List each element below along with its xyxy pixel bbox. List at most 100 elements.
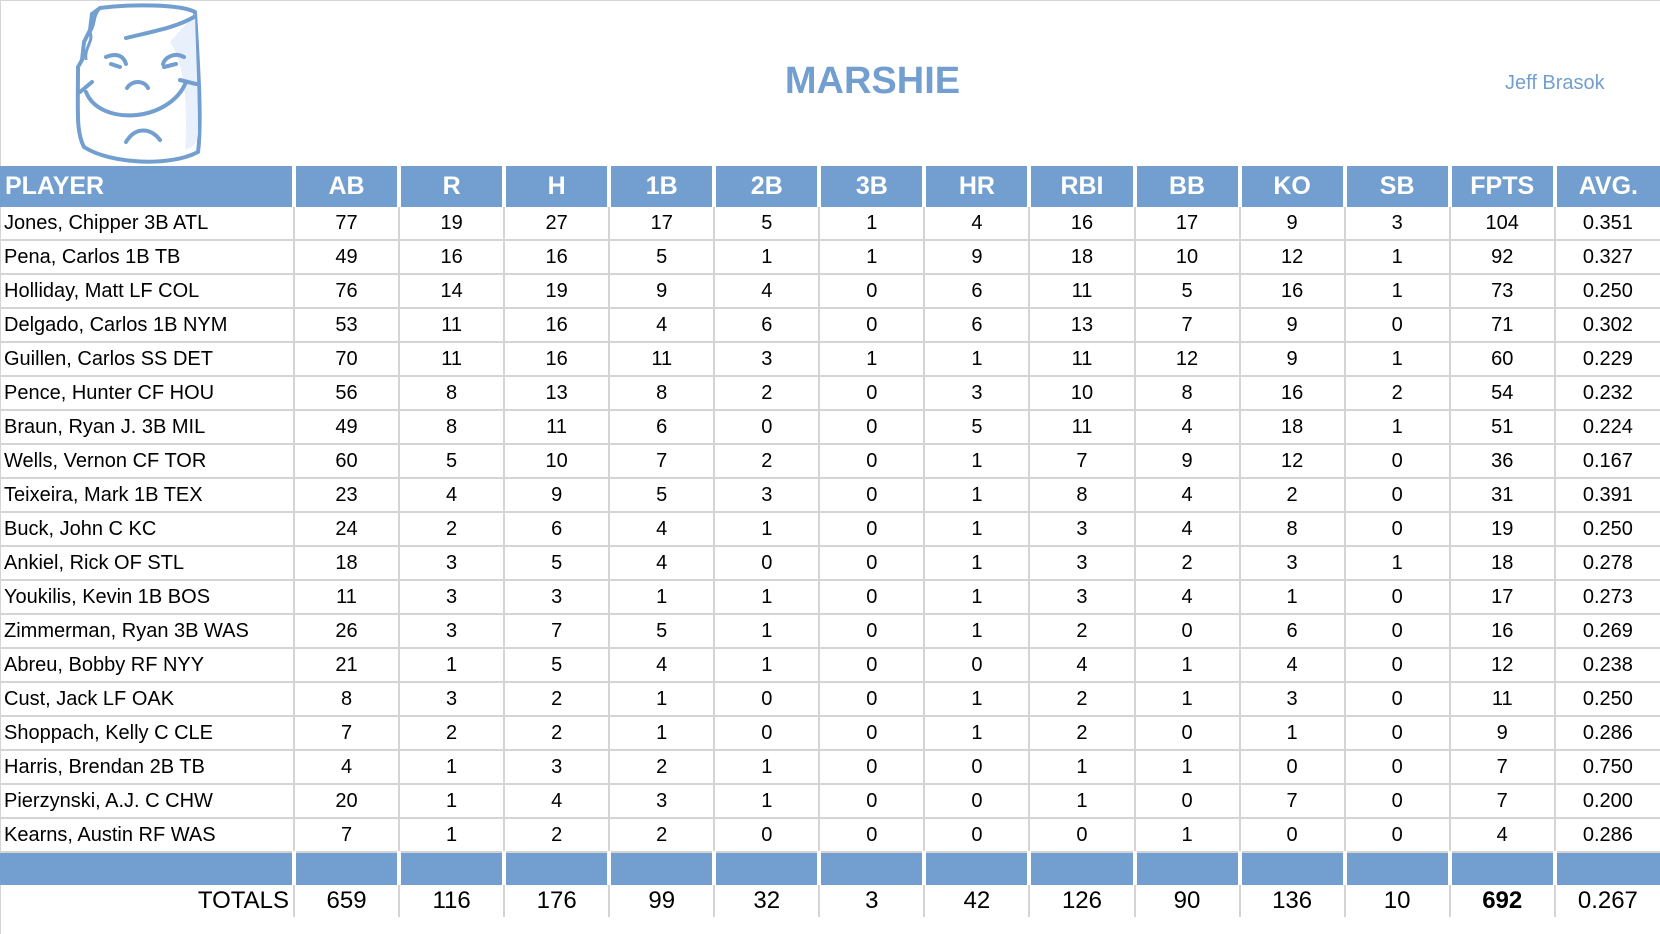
- stat-cell[interactable]: 0: [819, 512, 926, 547]
- total-cell[interactable]: 659: [294, 885, 401, 917]
- stat-cell[interactable]: 7: [294, 716, 401, 751]
- stat-cell[interactable]: 0: [1344, 682, 1451, 717]
- stat-cell[interactable]: 0: [819, 818, 926, 853]
- stat-cell[interactable]: 10: [504, 444, 611, 479]
- player-name-cell[interactable]: Wells, Vernon CF TOR: [0, 444, 295, 479]
- stat-cell[interactable]: 1: [1344, 410, 1451, 445]
- stat-cell[interactable]: 36: [1449, 444, 1556, 479]
- stat-cell[interactable]: 0: [714, 818, 821, 853]
- stat-cell[interactable]: 0: [1344, 308, 1451, 343]
- stat-cell[interactable]: 0.200: [1554, 784, 1660, 819]
- column-header-bb[interactable]: BB: [1134, 166, 1242, 207]
- stat-cell[interactable]: 2: [1029, 682, 1136, 717]
- stat-cell[interactable]: 4: [1134, 580, 1241, 615]
- stat-cell[interactable]: 3: [1239, 682, 1346, 717]
- stat-cell[interactable]: 0.238: [1554, 648, 1660, 683]
- stat-cell[interactable]: 5: [714, 207, 821, 241]
- stat-cell[interactable]: 2: [609, 818, 716, 853]
- stat-cell[interactable]: 71: [1449, 308, 1556, 343]
- player-name-cell[interactable]: Cust, Jack LF OAK: [0, 682, 295, 717]
- stat-cell[interactable]: 0: [819, 750, 926, 785]
- stat-cell[interactable]: 11: [1029, 342, 1136, 377]
- stat-cell[interactable]: 6: [609, 410, 716, 445]
- stat-cell[interactable]: 0: [924, 818, 1031, 853]
- stat-cell[interactable]: 5: [504, 648, 611, 683]
- stat-cell[interactable]: 1: [714, 784, 821, 819]
- stat-cell[interactable]: 3: [1029, 546, 1136, 581]
- stat-cell[interactable]: 2: [1344, 376, 1451, 411]
- stat-cell[interactable]: 4: [504, 784, 611, 819]
- total-cell[interactable]: 32: [714, 885, 821, 917]
- stat-cell[interactable]: 3: [714, 478, 821, 513]
- stat-cell[interactable]: 19: [504, 274, 611, 309]
- stat-cell[interactable]: 1: [1344, 546, 1451, 581]
- total-cell[interactable]: 0.267: [1577, 887, 1638, 914]
- stat-cell[interactable]: 19: [1449, 512, 1556, 547]
- stat-cell[interactable]: 23: [294, 478, 401, 513]
- stat-cell[interactable]: 7: [1239, 784, 1346, 819]
- stat-cell[interactable]: 1: [714, 648, 821, 683]
- stat-cell[interactable]: 1: [714, 614, 821, 649]
- stat-cell[interactable]: 0: [1134, 716, 1241, 751]
- stat-cell[interactable]: 7: [294, 818, 401, 853]
- player-name-cell[interactable]: Shoppach, Kelly C CLE: [0, 716, 295, 751]
- stat-cell[interactable]: 1: [714, 580, 821, 615]
- stat-cell[interactable]: 7: [1449, 784, 1556, 819]
- stat-cell[interactable]: 0: [819, 648, 926, 683]
- stat-cell[interactable]: 0: [924, 784, 1031, 819]
- player-name-cell[interactable]: Ankiel, Rick OF STL: [0, 546, 295, 581]
- stat-cell[interactable]: 2: [504, 682, 611, 717]
- stat-cell[interactable]: 3: [609, 784, 716, 819]
- stat-cell[interactable]: 0: [924, 750, 1031, 785]
- stat-cell[interactable]: 0: [714, 410, 821, 445]
- stat-cell[interactable]: 0: [819, 410, 926, 445]
- player-name-cell[interactable]: Zimmerman, Ryan 3B WAS: [0, 614, 295, 649]
- stat-cell[interactable]: 11: [504, 410, 611, 445]
- stat-cell[interactable]: 9: [1239, 207, 1346, 241]
- total-cell[interactable]: 42: [924, 885, 1031, 917]
- stat-cell[interactable]: 3: [714, 342, 821, 377]
- stat-cell[interactable]: 2: [714, 444, 821, 479]
- stat-cell[interactable]: 11: [399, 342, 506, 377]
- stat-cell[interactable]: 1: [1239, 580, 1346, 615]
- stat-cell[interactable]: 16: [1029, 207, 1136, 241]
- stat-cell[interactable]: 6: [924, 274, 1031, 309]
- stat-cell[interactable]: 6: [1239, 614, 1346, 649]
- stat-cell[interactable]: 92: [1449, 240, 1556, 275]
- stat-cell[interactable]: 3: [399, 546, 506, 581]
- stat-cell[interactable]: 24: [294, 512, 401, 547]
- stat-cell[interactable]: 8: [1029, 478, 1136, 513]
- stat-cell[interactable]: 4: [609, 648, 716, 683]
- column-header-player[interactable]: PLAYER: [0, 166, 296, 207]
- stat-cell[interactable]: 1: [1134, 818, 1241, 853]
- stat-cell[interactable]: 1: [924, 546, 1031, 581]
- stat-cell[interactable]: 5: [609, 614, 716, 649]
- stat-cell[interactable]: 1: [924, 478, 1031, 513]
- stat-cell[interactable]: 0: [1344, 784, 1451, 819]
- stat-cell[interactable]: 16: [504, 308, 611, 343]
- stat-cell[interactable]: 4: [609, 546, 716, 581]
- stat-cell[interactable]: 11: [1029, 274, 1136, 309]
- stat-cell[interactable]: 0: [1344, 512, 1451, 547]
- player-name-cell[interactable]: Jones, Chipper 3B ATL: [0, 207, 295, 241]
- stat-cell[interactable]: 2: [1029, 716, 1136, 751]
- total-cell[interactable]: 99: [609, 885, 716, 917]
- stat-cell[interactable]: 16: [399, 240, 506, 275]
- column-header-r[interactable]: R: [399, 166, 507, 207]
- column-header-ab[interactable]: AB: [294, 166, 402, 207]
- stat-cell[interactable]: 0.286: [1554, 716, 1660, 751]
- stat-cell[interactable]: 14: [399, 274, 506, 309]
- stat-cell[interactable]: 7: [1029, 444, 1136, 479]
- stat-cell[interactable]: 18: [294, 546, 401, 581]
- player-name-cell[interactable]: Teixeira, Mark 1B TEX: [0, 478, 295, 513]
- stat-cell[interactable]: 3: [504, 580, 611, 615]
- column-header-2b[interactable]: 2B: [714, 166, 822, 207]
- stat-cell[interactable]: 8: [609, 376, 716, 411]
- stat-cell[interactable]: 9: [504, 478, 611, 513]
- stat-cell[interactable]: 1: [609, 580, 716, 615]
- stat-cell[interactable]: 11: [399, 308, 506, 343]
- stat-cell[interactable]: 0.167: [1554, 444, 1660, 479]
- stat-cell[interactable]: 1: [924, 342, 1031, 377]
- stat-cell[interactable]: 0: [819, 478, 926, 513]
- stat-cell[interactable]: 56: [294, 376, 401, 411]
